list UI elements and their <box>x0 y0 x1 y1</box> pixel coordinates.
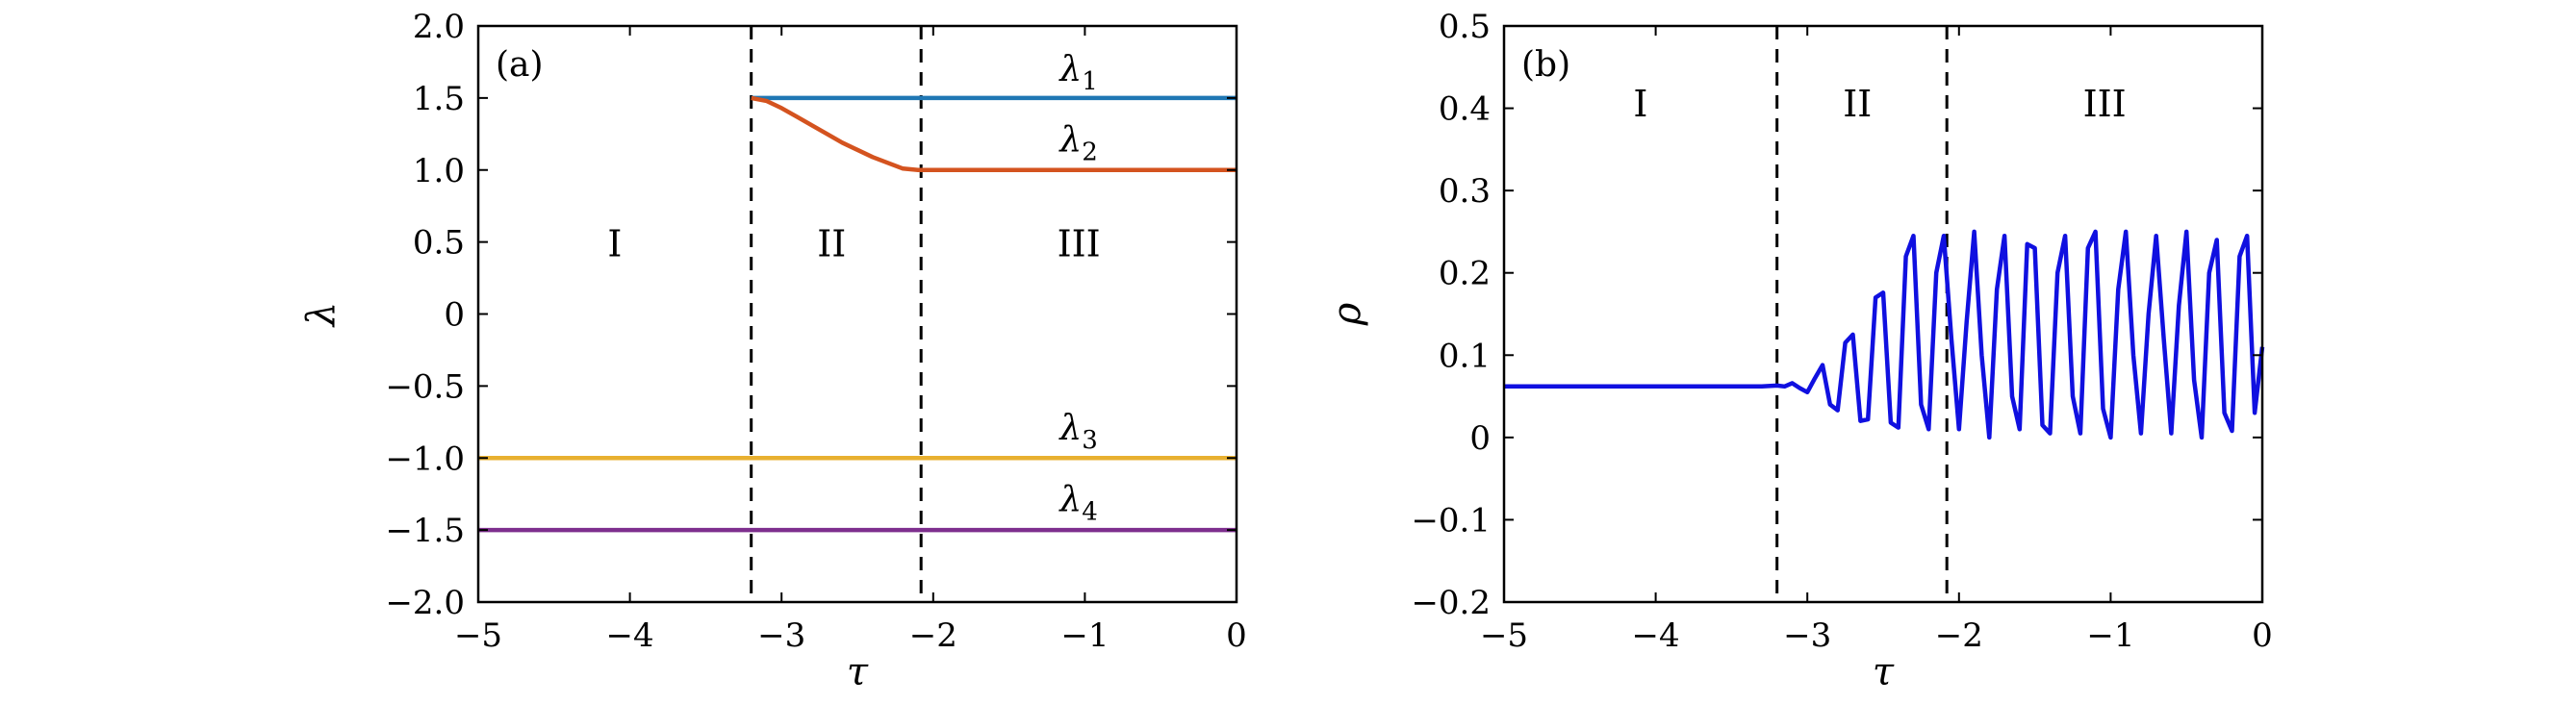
region-label: II <box>817 223 846 265</box>
x-tick-label: −4 <box>606 616 654 655</box>
x-tick-label: −1 <box>1060 616 1109 655</box>
x-tick-label: 0 <box>2252 616 2273 655</box>
series-label-subscript: 4 <box>1082 498 1098 527</box>
y-tick-label: 0.5 <box>413 224 465 263</box>
y-tick-label: 0 <box>444 296 465 335</box>
series-line <box>1504 229 2265 440</box>
panel-label: (b) <box>1521 45 1570 85</box>
x-tick-label: −5 <box>1480 616 1528 655</box>
series-label-subscript: 1 <box>1082 67 1098 96</box>
series-label-symbol: λ <box>1058 409 1082 448</box>
y-tick-label: 1.5 <box>413 80 465 118</box>
series-label-symbol: λ <box>1058 481 1082 520</box>
x-tick-label: −4 <box>1632 616 1680 655</box>
series-label-subscript: 3 <box>1082 426 1098 455</box>
y-tick-label: 0.2 <box>1439 255 1491 293</box>
x-tick-label: −2 <box>909 616 957 655</box>
x-tick-label: −5 <box>454 616 502 655</box>
plot-frame <box>1502 24 2264 604</box>
series-label: λ4 <box>1058 481 1097 527</box>
x-tick-label: −2 <box>1935 616 1983 655</box>
panel-label: (a) <box>496 45 544 85</box>
y-tick-label: 0.1 <box>1439 337 1491 375</box>
y-tick-label: −2.0 <box>385 584 465 622</box>
x-tick-label: −1 <box>2086 616 2134 655</box>
series-line <box>751 95 1237 173</box>
series-label: λ1 <box>1058 50 1097 96</box>
plot-frame <box>476 24 1238 604</box>
x-tick-label: 0 <box>1226 616 1247 655</box>
series-label: λ3 <box>1058 409 1097 455</box>
y-axis-label: λ <box>299 302 344 328</box>
region-label: I <box>1633 83 1647 125</box>
y-tick-label: −0.2 <box>1411 584 1491 622</box>
region-label: III <box>2083 83 2127 125</box>
region-label: II <box>1843 83 1872 125</box>
y-tick-label: −0.1 <box>1411 501 1491 540</box>
y-tick-label: 0.3 <box>1439 172 1491 211</box>
region-label: III <box>1058 223 1101 265</box>
y-tick-label: 0.5 <box>1439 8 1491 46</box>
x-axis-label: τ <box>847 650 869 694</box>
series-label: λ2 <box>1058 120 1097 166</box>
y-tick-label: −0.5 <box>385 367 465 406</box>
series-label-subscript: 2 <box>1082 138 1098 166</box>
x-tick-label: −3 <box>1783 616 1831 655</box>
y-tick-label: −1.5 <box>385 512 465 550</box>
x-tick-label: −3 <box>757 616 805 655</box>
x-axis-label: τ <box>1873 650 1895 694</box>
y-tick-label: 0 <box>1469 419 1491 458</box>
panel-b-chart: −5 −4 −3 −2 −1 0 −0.2 −0.1 0 0.1 0.2 0.3 0.4 0.5 τ ρ (b)… <box>1325 8 2273 694</box>
region-label: I <box>607 223 622 265</box>
series-label-symbol: λ <box>1058 50 1082 89</box>
y-tick-label: −1.0 <box>385 440 465 478</box>
y-tick-label: 0.4 <box>1439 90 1491 129</box>
y-tick-label: 1.0 <box>413 152 465 190</box>
series-label-symbol: λ <box>1058 120 1082 160</box>
y-tick-label: 2.0 <box>413 8 465 46</box>
y-axis-label: ρ <box>1325 302 1369 326</box>
